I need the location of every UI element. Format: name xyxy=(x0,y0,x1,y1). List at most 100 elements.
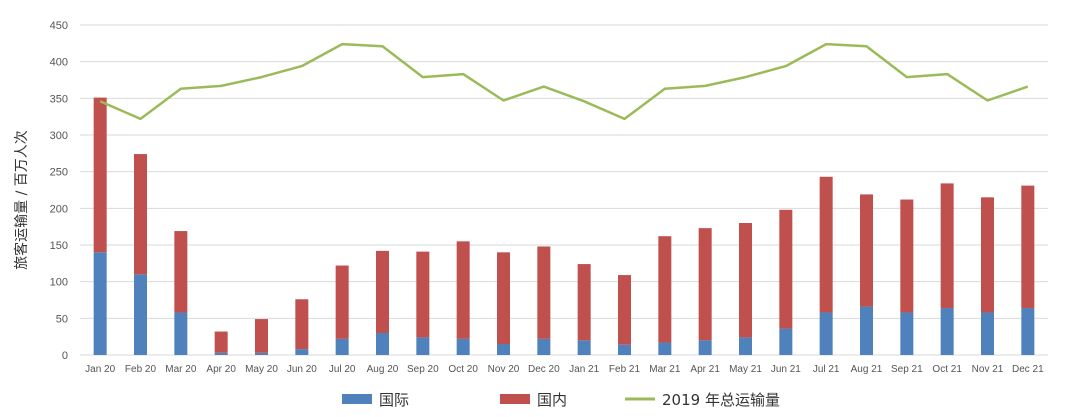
y-axis: 0 50 100 150 200 250 300 350 400 450 xyxy=(50,20,68,362)
bar-segment xyxy=(577,264,591,341)
bar-segment xyxy=(456,241,470,339)
bar-segment xyxy=(940,308,954,355)
x-tick-label: Dec 20 xyxy=(528,364,560,375)
x-tick-label: Feb 20 xyxy=(125,364,157,375)
bar-segment xyxy=(255,352,268,355)
bar-segment xyxy=(376,250,389,333)
bar-segment xyxy=(900,199,914,313)
bar-segment xyxy=(134,154,147,275)
x-tick-label: Aug 21 xyxy=(851,364,883,375)
x-tick-label: Oct 21 xyxy=(932,364,962,375)
bar-segment xyxy=(698,340,712,355)
y-tick-label: 0 xyxy=(62,350,68,362)
bar-segment xyxy=(376,333,389,355)
bar-segment xyxy=(658,236,672,343)
x-tick-label: Feb 21 xyxy=(609,364,641,375)
legend-label: 国际 xyxy=(379,391,409,409)
x-tick-label: Jul 21 xyxy=(813,364,840,375)
bar-segment xyxy=(860,194,873,307)
bar-segment xyxy=(93,252,107,355)
x-tick-label: Aug 20 xyxy=(367,364,399,375)
y-tick-label: 450 xyxy=(50,20,68,32)
x-tick-label: Mar 20 xyxy=(165,364,197,375)
x-tick-label: Mar 21 xyxy=(649,364,681,375)
line-series-path xyxy=(99,42,1029,121)
y-tick-label: 200 xyxy=(50,203,68,215)
line-series xyxy=(99,42,1029,121)
bar-segment xyxy=(698,228,712,341)
bar-segment xyxy=(416,337,430,355)
bar-segment xyxy=(819,176,833,313)
legend-swatch xyxy=(500,394,530,404)
bar-segment xyxy=(819,312,833,355)
bar-segment xyxy=(658,342,672,355)
bar-segment xyxy=(1021,185,1035,309)
bar-segment xyxy=(860,306,873,355)
x-tick-label: Jul 20 xyxy=(329,364,356,375)
x-tick-label: Jun 20 xyxy=(287,364,317,375)
bar-segment xyxy=(497,344,510,355)
bar-segment xyxy=(295,349,309,355)
bar-segment xyxy=(93,97,107,253)
gridlines xyxy=(80,24,1048,356)
bar-segment xyxy=(537,338,551,355)
y-tick-label: 350 xyxy=(50,93,68,105)
x-tick-label: Sep 21 xyxy=(891,364,923,375)
bar-segment xyxy=(134,274,147,355)
bar-segment xyxy=(618,344,631,355)
legend-label: 国内 xyxy=(537,391,567,409)
bar-segment xyxy=(981,197,994,313)
x-tick-label: Oct 20 xyxy=(448,364,478,375)
y-tick-label: 300 xyxy=(50,130,68,142)
bars xyxy=(93,97,1035,355)
bar-segment xyxy=(577,340,591,355)
bar-segment xyxy=(214,352,228,355)
x-tick-label: Sep 20 xyxy=(407,364,439,375)
x-tick-label: Jun 21 xyxy=(771,364,801,375)
x-tick-label: Apr 21 xyxy=(690,364,720,375)
x-tick-label: Nov 20 xyxy=(488,364,520,375)
bar-segment xyxy=(456,338,470,355)
bar-segment xyxy=(739,337,752,355)
bar-segment xyxy=(900,312,914,355)
legend: 国际 国内 2019 年总运输量 xyxy=(342,391,780,409)
bar-segment xyxy=(174,231,188,313)
y-tick-label: 100 xyxy=(50,277,68,289)
legend-item: 国际 xyxy=(342,391,409,409)
x-tick-label: Nov 21 xyxy=(972,364,1004,375)
bar-segment xyxy=(335,265,349,339)
x-tick-label: Dec 21 xyxy=(1012,364,1044,375)
x-tick-label: Apr 20 xyxy=(206,364,236,375)
x-tick-label: May 20 xyxy=(245,364,278,375)
bar-segment xyxy=(416,251,430,338)
bar-segment xyxy=(779,209,793,329)
bar-segment xyxy=(940,183,954,309)
y-tick-label: 250 xyxy=(50,167,68,179)
y-tick-label: 150 xyxy=(50,240,68,252)
legend-swatch xyxy=(342,394,372,404)
bar-segment xyxy=(335,338,349,355)
x-tick-label: May 21 xyxy=(729,364,762,375)
bar-segment xyxy=(497,252,510,344)
bar-segment xyxy=(779,328,793,355)
bar-segment xyxy=(981,312,994,355)
legend-item: 2019 年总运输量 xyxy=(625,391,780,409)
bar-segment xyxy=(537,246,551,339)
legend-label: 2019 年总运输量 xyxy=(662,391,780,409)
bar-segment xyxy=(618,275,631,345)
x-axis: Jan 20 Feb 20 Mar 20 Apr 20 May 20 Jun 20 Jul … xyxy=(85,364,1044,375)
x-tick-label: Jan 20 xyxy=(85,364,115,375)
bar-segment xyxy=(295,299,309,350)
bar-segment xyxy=(214,331,228,353)
legend-item: 国内 xyxy=(500,391,567,409)
bar-segment xyxy=(739,223,752,338)
bar-segment xyxy=(174,312,188,355)
x-tick-label: Jan 21 xyxy=(569,364,599,375)
y-axis-title: 旅客运输量 / 百万人次 xyxy=(13,130,30,270)
bar-segment xyxy=(255,319,268,353)
y-tick-label: 400 xyxy=(50,57,68,69)
bar-segment xyxy=(1021,308,1035,355)
y-tick-label: 50 xyxy=(56,313,68,325)
